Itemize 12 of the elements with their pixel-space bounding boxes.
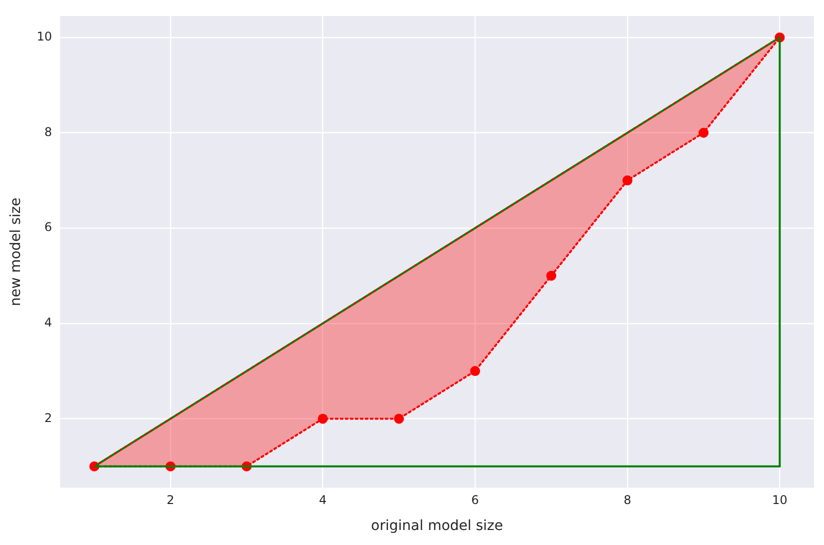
y-axis-title: new model size bbox=[8, 198, 24, 306]
y-tick-label: 2 bbox=[44, 410, 52, 425]
x-axis-title: original model size bbox=[371, 518, 504, 534]
x-tick-label: 2 bbox=[166, 493, 174, 508]
y-tick-label: 4 bbox=[44, 316, 52, 330]
x-tick-label: 10 bbox=[772, 493, 788, 508]
x-tick-label: 4 bbox=[318, 493, 327, 508]
y-tick-label: 8 bbox=[44, 124, 52, 139]
x-tick-label: 8 bbox=[624, 493, 632, 508]
y-tick-label: 10 bbox=[36, 30, 52, 44]
x-tick-label: 6 bbox=[471, 493, 479, 508]
y-tick-label: 6 bbox=[44, 220, 52, 234]
